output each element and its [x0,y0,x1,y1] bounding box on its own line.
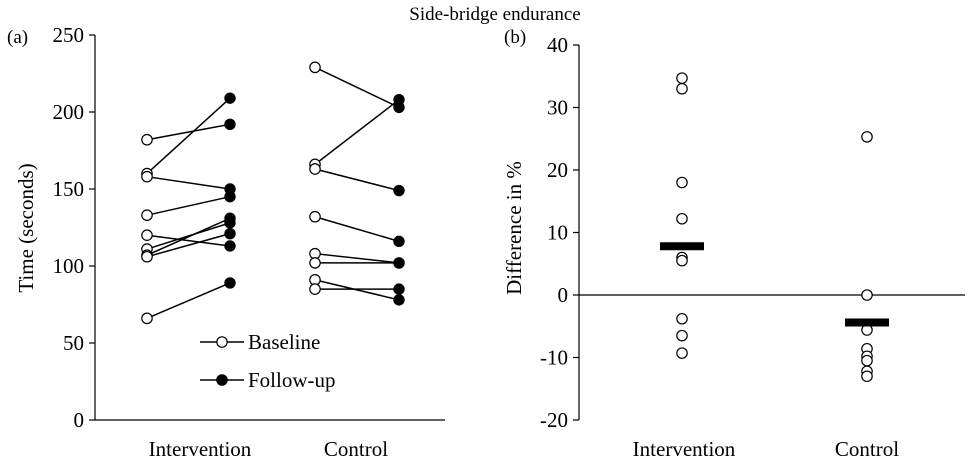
difference-point [676,82,688,95]
legend-label: Follow-up [248,368,336,392]
baseline-point [141,133,153,146]
panel-a: (a) Time (seconds) 0 50 100 150 200 250 Inter… [7,23,445,461]
figure-title: Side-bridge endurance [409,4,580,25]
baseline-point [141,170,153,183]
x-tick-label-b: Control [835,437,899,461]
follow-up-point [224,240,236,252]
baseline-point [309,283,321,295]
panel-b: (b) Difference in % -20 -10 0 10 20 30 40 Inte… [502,27,965,461]
difference-point [676,347,688,359]
y-tick-label-a: 250 [53,23,85,47]
difference-point [676,254,688,267]
y-tick-label-b: 40 [547,33,568,57]
x-tick-label-a: Control [324,437,388,461]
paired-lines-a [146,66,400,320]
baseline-point [309,210,321,223]
follow-up-point [224,227,236,240]
difference-point [676,176,688,189]
follow-up-point [224,92,236,104]
legend-label: Baseline [248,330,320,354]
follow-up-point [393,257,405,269]
paired-line [314,66,400,109]
x-tick-label-b: Intervention [633,437,736,461]
mean-bar [845,318,889,327]
y-tick-label-b: 20 [547,158,568,182]
y-axis-label-a: Time (seconds) [14,163,38,292]
y-tick-label-b: 10 [547,221,568,245]
paired-line [314,279,400,301]
paired-line [146,123,231,141]
panel-label-a: (a) [7,27,28,48]
paired-line [146,175,231,190]
follow-up-point [393,235,405,248]
paired-line [314,216,400,243]
mean-bars-b [660,242,889,327]
x-tick-label-a: Intervention [149,437,252,461]
y-tick-label-a: 100 [53,254,85,278]
follow-up-point [393,93,405,106]
paired-line [146,282,231,320]
points-b [676,72,873,383]
follow-up-point [393,283,405,295]
paired-line [146,234,231,247]
difference-point [676,212,688,225]
follow-up-point [224,118,236,131]
difference-point [861,354,873,367]
paired-line [146,232,231,258]
difference-point [676,329,688,342]
y-ticks-a: 0 50 100 150 200 250 [53,23,95,432]
legend: Baseline Follow-up [200,330,336,392]
baseline-point [141,312,153,325]
x-tick-labels-a: Intervention Control [149,437,389,461]
paired-line [146,195,231,216]
paired-line [314,252,400,264]
difference-point [861,370,873,383]
difference-point [861,131,873,143]
follow-up-point [224,191,236,203]
y-ticks-b: -20 -10 0 10 20 30 40 [540,33,579,432]
paired-line [314,99,400,165]
follow-up-point [224,277,236,289]
y-tick-label-a: 200 [53,100,85,124]
mean-bar [660,242,704,251]
paired-line [146,217,231,256]
difference-point [676,72,688,84]
legend-marker [216,374,228,386]
y-axis-label-b: Difference in % [502,161,526,295]
follow-up-point [224,212,236,224]
paired-line [146,97,231,175]
y-tick-label-a: 0 [74,408,85,432]
baseline-point [141,209,153,221]
difference-point [676,312,688,325]
follow-up-point [393,294,405,306]
panel-label-b: (b) [504,27,526,48]
baseline-point [309,61,321,74]
y-tick-label-b: 30 [547,96,568,120]
baseline-point [309,163,321,175]
legend-marker [216,336,228,348]
y-tick-label-b: -10 [540,346,568,370]
points-a [141,61,405,325]
baseline-point [141,229,153,241]
y-tick-label-a: 150 [53,177,85,201]
y-tick-label-b: 0 [558,283,569,307]
baseline-point [141,250,153,263]
difference-point [861,289,873,301]
follow-up-point [393,184,405,197]
x-tick-labels-b: Intervention Control [633,437,900,461]
y-tick-label-a: 50 [63,331,84,355]
y-tick-label-b: -20 [540,408,568,432]
baseline-point [309,257,321,269]
paired-line [314,168,400,192]
